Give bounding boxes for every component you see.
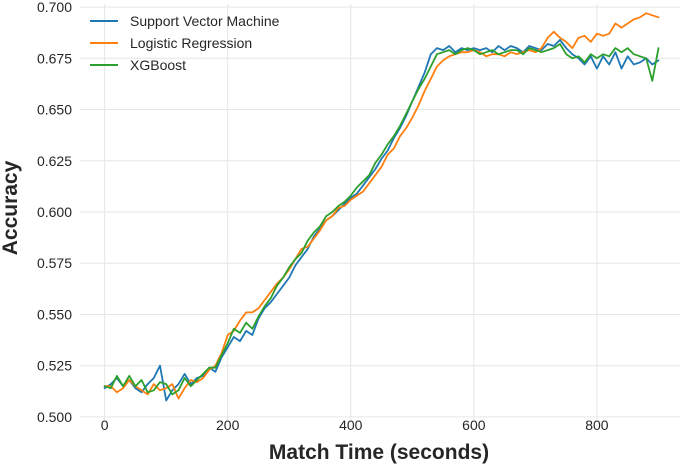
x-gridlines — [104, 4, 598, 420]
y-tick-label: 0.675 — [37, 50, 72, 66]
y-axis-label: Accuracy — [0, 160, 22, 255]
y-tick-label: 0.525 — [37, 358, 72, 374]
y-tick-label: 0.650 — [37, 102, 72, 118]
y-tick-label: 0.500 — [37, 409, 72, 425]
y-tick-label: 0.625 — [37, 153, 72, 169]
y-tick-labels: 0.500 0.525 0.550 0.575 0.600 0.625 0.650 0.675… — [37, 0, 72, 425]
legend-label-xgboost: XGBoost — [130, 57, 186, 73]
legend-label-logreg: Logistic Regression — [130, 35, 252, 51]
y-tick-label: 0.575 — [37, 255, 72, 271]
legend: Support Vector Machine Logistic Regressi… — [90, 13, 280, 73]
x-tick-label: 600 — [462, 417, 486, 433]
x-tick-label: 0 — [101, 417, 109, 433]
series-line-logreg — [103, 12, 660, 400]
x-tick-label: 800 — [585, 417, 609, 433]
x-tick-labels: 0 200 400 600 800 — [101, 417, 609, 433]
legend-label-svm: Support Vector Machine — [130, 13, 280, 29]
x-tick-label: 400 — [339, 417, 363, 433]
y-tick-label: 0.550 — [37, 306, 72, 322]
y-tick-label: 0.600 — [37, 204, 72, 220]
x-axis-label: Match Time (seconds) — [269, 441, 489, 464]
series-line-xgboost — [103, 43, 660, 396]
series-lines — [103, 12, 660, 402]
y-tick-label: 0.700 — [37, 0, 72, 15]
series-line-svm — [103, 39, 660, 402]
x-tick-label: 200 — [216, 417, 240, 433]
